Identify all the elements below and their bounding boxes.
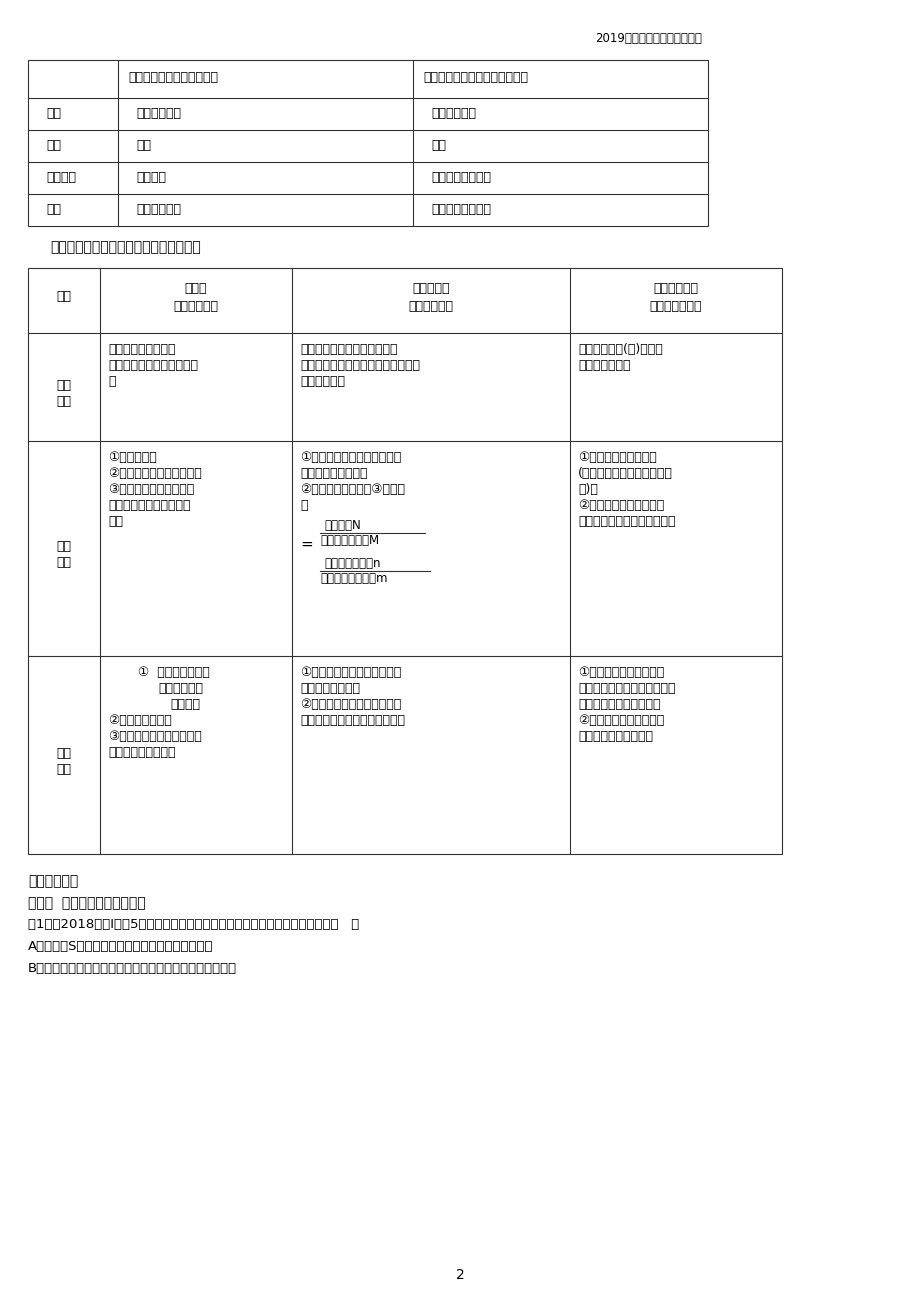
Text: =: = [300, 536, 312, 552]
Text: (如采集罐、吸虫器等进行取: (如采集罐、吸虫器等进行取 [577, 467, 672, 480]
Text: 和标志方法必须对动物没有伤害: 和标志方法必须对动物没有伤害 [300, 713, 404, 727]
Text: 人类活动较为关键: 人类活动较为关键 [430, 171, 491, 184]
Text: 【题型示例】: 【题型示例】 [28, 874, 78, 888]
Text: 究包括取样、观察和分类、统: 究包括取样、观察和分类、统 [577, 682, 675, 695]
Text: 实体镜或显微镜进行观察计数: 实体镜或显微镜进行观察计数 [577, 516, 675, 529]
Text: 有过但被彻底消灭了的环境: 有过但被彻底消灭了的环境 [128, 72, 218, 85]
Text: 三、种群密度的调查与群落丰富度的调查: 三、种群密度的调查与群落丰富度的调查 [50, 240, 200, 254]
Bar [28, 268, 781, 854]
Text: ①小动物类群丰富度的研: ①小动物类群丰富度的研 [577, 667, 664, 680]
Text: ①  在种群分布比较: ① 在种群分布比较 [138, 667, 210, 680]
Text: 密度: 密度 [108, 516, 123, 529]
Text: 标志重捕法: 标志重捕法 [412, 283, 449, 296]
Text: 样方法: 样方法 [185, 283, 207, 296]
Text: 再次捕获个体数n: 再次捕获个体数n [323, 557, 380, 570]
Text: ①调查期内没有出生和死亡，: ①调查期内没有出生和死亡， [300, 667, 401, 680]
Text: （种群密度）: （种群密度） [408, 299, 453, 312]
Text: 速率: 速率 [46, 139, 61, 152]
Text: ②在实验室借助放大镜、: ②在实验室借助放大镜、 [577, 499, 664, 512]
Text: 取样方；: 取样方； [170, 698, 199, 711]
Text: （种群密度）: （种群密度） [174, 299, 219, 312]
Text: （群落丰富度）: （群落丰富度） [649, 299, 701, 312]
Text: ③样方内、样方相邻两边及: ③样方内、样方相邻两边及 [108, 730, 201, 743]
Text: 小动物或微生物: 小动物或微生物 [577, 359, 630, 372]
Bar [28, 60, 708, 227]
Text: 均匀的地块选: 均匀的地块选 [158, 682, 203, 695]
Text: 方法: 方法 [56, 540, 72, 553]
Text: 初次捕获标志数M: 初次捕获标志数M [320, 534, 379, 547]
Text: 实例: 实例 [46, 203, 61, 216]
Text: 名计算法和目测估计法: 名计算法和目测估计法 [577, 730, 652, 743]
Text: ①用一定规格的捕捉器: ①用一定规格的捕捉器 [577, 450, 656, 464]
Text: 条件及植物的种子或其他繁殖体: 条件及植物的种子或其他繁殖体 [423, 72, 528, 85]
Text: 弃耕农田上的演替: 弃耕农田上的演替 [430, 203, 491, 216]
Text: ②标志不能过分醒目，标志物: ②标志不能过分醒目，标志物 [300, 698, 401, 711]
Text: 体并做标记后放回；: 体并做标记后放回； [300, 467, 367, 480]
Text: 经历的时间长: 经历的时间长 [136, 107, 181, 120]
Text: 植物或固着生活或活: 植物或固着生活或活 [108, 342, 176, 355]
Text: ②必须随机取样；: ②必须随机取样； [108, 713, 172, 727]
Text: 样)；: 样)； [577, 483, 597, 496]
Text: 裸岩上的演替: 裸岩上的演替 [136, 203, 181, 216]
Text: 自然因素: 自然因素 [136, 171, 165, 184]
Text: ③求解所有样方种群密度: ③求解所有样方种群密度 [108, 483, 194, 496]
Text: 较快: 较快 [430, 139, 446, 152]
Text: A．种群的S型增长是受资源因素限制而呈现的结果: A．种群的S型增长是受资源因素限制而呈现的结果 [28, 940, 213, 953]
Text: ②丰富度的统计方法：记: ②丰富度的统计方法：记 [577, 713, 664, 727]
Text: ②计数每个样方的个体数；: ②计数每个样方的个体数； [108, 467, 201, 480]
Text: 步骤: 步骤 [56, 556, 72, 569]
Text: 如哺乳类、鸟类、爬行类、两栖类、: 如哺乳类、鸟类、爬行类、两栖类、 [300, 359, 420, 372]
Text: 重捕的标志个体数m: 重捕的标志个体数m [320, 572, 387, 585]
Text: 题型一  种群的特征与数量变化: 题型一 种群的特征与数量变化 [28, 896, 145, 910]
Text: 注意: 注意 [56, 747, 72, 760]
Text: 范围: 范围 [56, 395, 72, 408]
Text: B．某林场中繁殖力极强老鼠种群数量的增长会受密度制约: B．某林场中繁殖力极强老鼠种群数量的增长会受密度制约 [28, 962, 237, 975]
Text: 算: 算 [300, 499, 307, 512]
Text: 鱼类和昆虫等: 鱼类和昆虫等 [300, 375, 345, 388]
Text: 动范围小、活动能力弱的动: 动范围小、活动能力弱的动 [108, 359, 198, 372]
Text: 的平均值即该种群的种群: 的平均值即该种群的种群 [108, 499, 190, 512]
Text: 2019年高考考纲解读专题解析: 2019年高考考纲解读专题解析 [595, 33, 701, 46]
Text: 适用: 适用 [56, 379, 72, 392]
Text: 项目: 项目 [56, 289, 72, 302]
Text: 物: 物 [108, 375, 116, 388]
Text: 时间: 时间 [46, 107, 61, 120]
Text: 事项: 事项 [56, 763, 72, 776]
Text: 没有迁入和迁出；: 没有迁入和迁出； [300, 682, 359, 695]
Text: 土壤或培养基(液)中的微: 土壤或培养基(液)中的微 [577, 342, 662, 355]
Text: 计和分析三个操作环节；: 计和分析三个操作环节； [577, 698, 660, 711]
Text: ②一段时间后重捕；③公式计: ②一段时间后重捕；③公式计 [300, 483, 404, 496]
Text: 例1．（2018全国Ⅰ卷，5）种群密度是种群的数量特征之一，下列叙述错误的是（   ）: 例1．（2018全国Ⅰ卷，5）种群密度是种群的数量特征之一，下列叙述错误的是（ … [28, 918, 358, 931]
Text: ①在被调查范围内捕获一些个: ①在被调查范围内捕获一些个 [300, 450, 401, 464]
Text: 缓慢: 缓慢 [136, 139, 151, 152]
Text: 取样器取样法: 取样器取样法 [652, 283, 698, 296]
Text: 影响因素: 影响因素 [46, 171, 76, 184]
Text: 2: 2 [455, 1268, 464, 1282]
Text: 其顶角的个体均计入: 其顶角的个体均计入 [108, 746, 176, 759]
Text: 活动能力强和范围大的动物，: 活动能力强和范围大的动物， [300, 342, 397, 355]
Text: 经历的时间短: 经历的时间短 [430, 107, 475, 120]
Text: ①随机取样；: ①随机取样； [108, 450, 156, 464]
Text: 个体总数N: 个体总数N [323, 519, 360, 533]
